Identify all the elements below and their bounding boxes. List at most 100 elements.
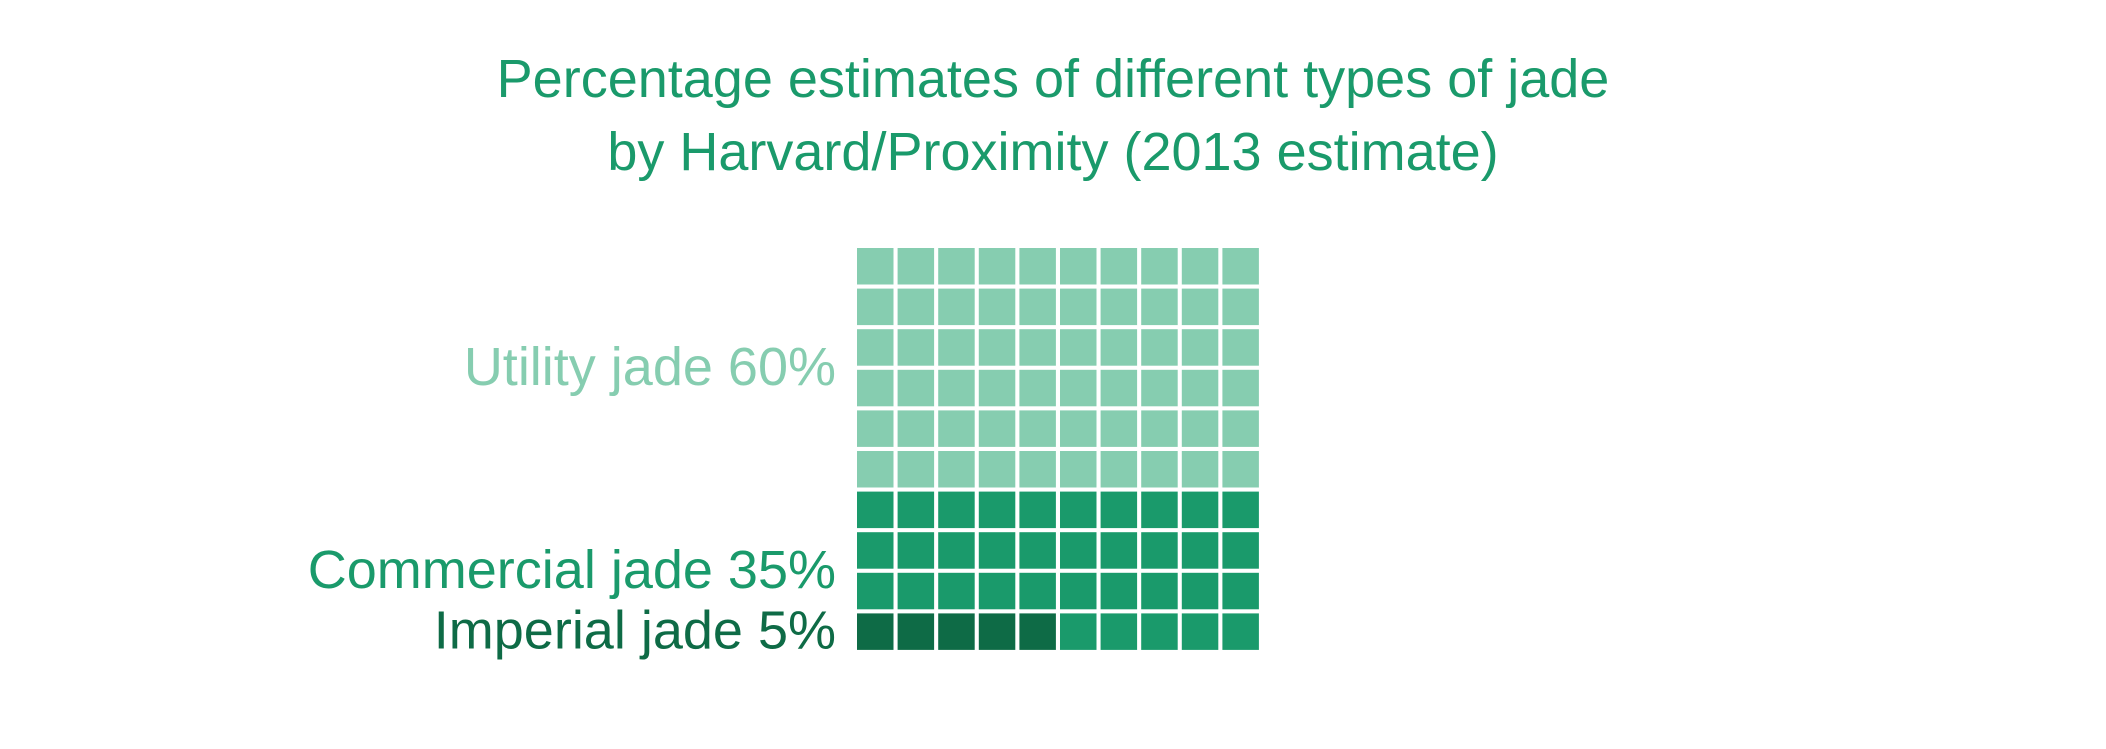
waffle-cell-commercial-jade [1019, 491, 1056, 529]
waffle-cell-utility-jade [1019, 248, 1056, 285]
waffle-cell-commercial-jade [897, 572, 935, 610]
waffle-cell-utility-jade [978, 288, 1016, 326]
waffle-cell-utility-jade [857, 410, 894, 447]
waffle-cell-commercial-jade [978, 532, 1016, 569]
waffle-cell-commercial-jade [1141, 613, 1178, 650]
waffle-cell-commercial-jade [857, 572, 894, 610]
waffle-cell-utility-jade [978, 248, 1016, 285]
waffle-cell-commercial-jade [1100, 491, 1138, 529]
waffle-cell-utility-jade [1060, 288, 1097, 326]
waffle-cell-utility-jade [897, 329, 935, 366]
waffle-cell-utility-jade [897, 288, 935, 326]
waffle-cell-utility-jade [1019, 451, 1056, 488]
waffle-cell-utility-jade [857, 369, 894, 407]
waffle-cell-commercial-jade [978, 491, 1016, 529]
waffle-cell-utility-jade [1141, 369, 1178, 407]
waffle-cell-commercial-jade [897, 532, 935, 569]
label-commercial-jade: Commercial jade 35% [308, 540, 836, 600]
waffle-cell-utility-jade [1100, 451, 1138, 488]
waffle-cell-utility-jade [978, 369, 1016, 407]
waffle-cell-commercial-jade [1181, 532, 1219, 569]
waffle-cell-utility-jade [1019, 410, 1056, 447]
waffle-cell-commercial-jade [1222, 613, 1259, 650]
waffle-cell-commercial-jade [1019, 532, 1056, 569]
waffle-cell-commercial-jade [1141, 491, 1178, 529]
waffle-cell-commercial-jade [1060, 572, 1097, 610]
waffle-cell-utility-jade [1141, 248, 1178, 285]
waffle-cell-commercial-jade [978, 572, 1016, 610]
waffle-cell-commercial-jade [938, 572, 975, 610]
waffle-cell-commercial-jade [857, 491, 894, 529]
waffle-cell-utility-jade [938, 410, 975, 447]
waffle-cell-utility-jade [1222, 410, 1259, 447]
waffle-cell-utility-jade [857, 451, 894, 488]
chart-title-line-2: by Harvard/Proximity (2013 estimate) [607, 122, 1498, 182]
waffle-cell-utility-jade [1181, 329, 1219, 366]
waffle-cell-utility-jade [1141, 410, 1178, 447]
waffle-cell-utility-jade [1100, 288, 1138, 326]
waffle-cell-utility-jade [1181, 451, 1219, 488]
waffle-cell-utility-jade [1060, 451, 1097, 488]
waffle-cell-utility-jade [1181, 410, 1219, 447]
waffle-cell-utility-jade [1222, 248, 1259, 285]
waffle-cell-utility-jade [938, 329, 975, 366]
waffle-cell-utility-jade [1019, 288, 1056, 326]
waffle-cell-commercial-jade [938, 491, 975, 529]
waffle-cells [857, 248, 1259, 650]
waffle-cell-commercial-jade [1060, 613, 1097, 650]
waffle-cell-commercial-jade [1141, 532, 1178, 569]
waffle-cell-utility-jade [1060, 329, 1097, 366]
waffle-cell-utility-jade [978, 451, 1016, 488]
waffle-cell-commercial-jade [1181, 572, 1219, 610]
waffle-cell-commercial-jade [1060, 491, 1097, 529]
waffle-cell-utility-jade [857, 329, 894, 366]
waffle-cell-commercial-jade [1060, 532, 1097, 569]
waffle-cell-utility-jade [1181, 288, 1219, 326]
waffle-cell-utility-jade [978, 329, 1016, 366]
waffle-cell-utility-jade [938, 248, 975, 285]
waffle-cell-commercial-jade [897, 491, 935, 529]
waffle-cell-utility-jade [1019, 369, 1056, 407]
waffle-cell-imperial-jade [938, 613, 975, 650]
waffle-cell-utility-jade [1100, 410, 1138, 447]
waffle-cell-utility-jade [1060, 410, 1097, 447]
waffle-cell-imperial-jade [1019, 613, 1056, 650]
waffle-cell-commercial-jade [1019, 572, 1056, 610]
waffle-cell-utility-jade [897, 369, 935, 407]
waffle-cell-utility-jade [938, 369, 975, 407]
waffle-cell-utility-jade [1222, 329, 1259, 366]
waffle-cell-commercial-jade [1181, 491, 1219, 529]
category-labels: Utility jade 60% Commercial jade 35%Imper… [308, 337, 836, 661]
waffle-cell-utility-jade [1222, 369, 1259, 407]
waffle-cell-utility-jade [897, 248, 935, 285]
waffle-cell-utility-jade [938, 288, 975, 326]
waffle-cell-utility-jade [1222, 451, 1259, 488]
waffle-cell-utility-jade [1141, 451, 1178, 488]
waffle-cell-utility-jade [978, 410, 1016, 447]
waffle-cell-utility-jade [1181, 369, 1219, 407]
waffle-cell-utility-jade [1060, 369, 1097, 407]
waffle-cell-utility-jade [1222, 288, 1259, 326]
waffle-cell-imperial-jade [978, 613, 1016, 650]
waffle-cell-utility-jade [1141, 288, 1178, 326]
waffle-cell-utility-jade [1181, 248, 1219, 285]
waffle-cell-utility-jade [857, 248, 894, 285]
waffle-cell-imperial-jade [897, 613, 935, 650]
waffle-cell-utility-jade [897, 451, 935, 488]
waffle-cell-utility-jade [1141, 329, 1178, 366]
waffle-cell-commercial-jade [1222, 491, 1259, 529]
label-imperial-jade: Imperial jade 5% [434, 601, 836, 661]
waffle-cell-imperial-jade [857, 613, 894, 650]
label-utility-jade: Utility jade 60% [464, 337, 836, 397]
waffle-cell-utility-jade [897, 410, 935, 447]
waffle-cell-commercial-jade [938, 532, 975, 569]
waffle-cell-utility-jade [938, 451, 975, 488]
waffle-cell-utility-jade [1060, 248, 1097, 285]
waffle-cell-utility-jade [1019, 329, 1056, 366]
waffle-cell-utility-jade [1100, 329, 1138, 366]
waffle-cell-commercial-jade [1181, 613, 1219, 650]
waffle-cell-commercial-jade [1141, 572, 1178, 610]
waffle-cell-commercial-jade [1222, 532, 1259, 569]
